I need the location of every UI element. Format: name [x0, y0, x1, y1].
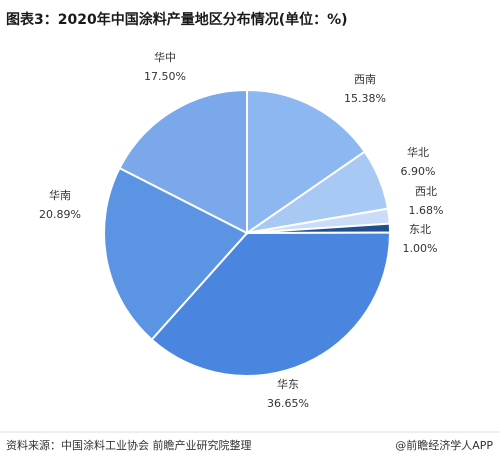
value-label: 1.68%	[409, 204, 444, 217]
chart-title: 图表3：2020年中国涂料产量地区分布情况(单位：%)	[6, 11, 348, 28]
slice-label: 西北	[415, 185, 437, 198]
credit: @前瞻经济学人APP	[395, 438, 493, 452]
slice-label: 华北	[407, 145, 429, 159]
pie-slice	[103, 166, 249, 342]
value-label: 17.50%	[144, 70, 186, 83]
value-label: 36.65%	[267, 397, 309, 410]
slice-label: 东北	[409, 223, 431, 236]
slice-label: 华中	[154, 50, 176, 64]
pie-slice	[150, 231, 392, 377]
slice-label: 华东	[277, 377, 299, 391]
source-note: 资料来源：中国涂料工业协会 前瞻产业研究院整理	[6, 438, 252, 452]
slice-label: 西南	[354, 73, 376, 86]
value-label: 1.00%	[403, 242, 438, 255]
value-label: 6.90%	[401, 165, 436, 178]
pie-slice	[118, 88, 248, 235]
value-label: 20.89%	[39, 208, 81, 221]
slice-label: 华南	[49, 188, 71, 202]
value-label: 15.38%	[344, 92, 386, 105]
pie-slice	[246, 88, 367, 235]
